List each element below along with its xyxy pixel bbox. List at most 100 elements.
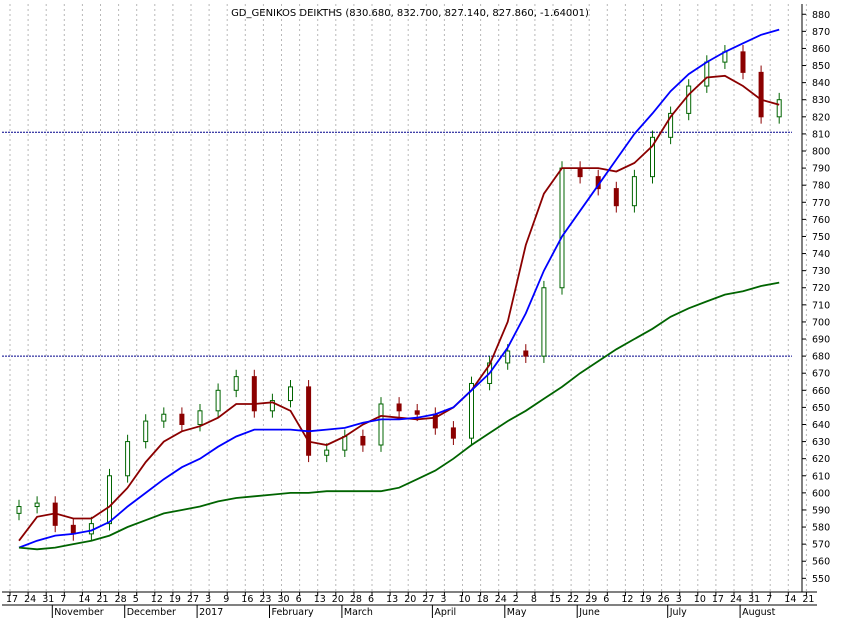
x-tick-label: 19 — [640, 594, 652, 605]
price-bar — [161, 413, 167, 422]
y-tick-label: 790 — [812, 164, 830, 175]
y-tick-label: 570 — [812, 540, 830, 551]
y-tick-label: 750 — [812, 232, 830, 243]
price-bar — [288, 386, 293, 402]
x-tick-label: 30 — [278, 594, 290, 605]
price-bar — [378, 403, 384, 446]
y-tick-label: 700 — [812, 317, 830, 328]
x-tick-label: 16 — [241, 594, 253, 605]
y-tick-label: 620 — [812, 454, 830, 465]
y-tick-label: 850 — [812, 61, 830, 72]
price-bar — [414, 410, 420, 415]
y-tick-label: 760 — [812, 215, 830, 226]
month-label: March — [344, 607, 373, 618]
y-tick-label: 560 — [812, 557, 830, 568]
x-tick-label: 12 — [621, 594, 633, 605]
price-bar — [360, 435, 366, 446]
x-tick-label: 7 — [60, 594, 66, 605]
month-label: November — [54, 607, 104, 618]
y-tick-label: 810 — [812, 129, 830, 140]
price-bar — [613, 188, 619, 207]
moving-averages — [18, 28, 780, 551]
price-bar — [668, 112, 674, 138]
x-tick-label: 19 — [169, 594, 181, 605]
x-tick-label: 31 — [42, 594, 54, 605]
y-tick-label: 610 — [812, 471, 830, 482]
y-tick-label: 640 — [812, 420, 830, 431]
x-tick-label: 28 — [350, 594, 362, 605]
x-tick-label: 5 — [133, 594, 139, 605]
month-label: August — [742, 607, 776, 618]
price-bar — [740, 51, 746, 73]
x-tick-label: 26 — [658, 594, 670, 605]
x-tick-label: 21 — [802, 594, 814, 605]
price-bar — [650, 136, 655, 178]
x-tick-label: 24 — [24, 594, 36, 605]
x-tick-label: 8 — [531, 594, 537, 605]
y-tick-label: 630 — [812, 437, 830, 448]
price-bar — [758, 71, 764, 118]
price-bar — [469, 382, 474, 439]
x-tick-label: 13 — [386, 594, 398, 605]
price-bar — [704, 61, 710, 87]
price-bar — [505, 350, 511, 364]
x-tick-label: 15 — [549, 594, 561, 605]
axes: 5505605705805906006106206306406506606706… — [2, 4, 830, 618]
y-tick-label: 840 — [812, 78, 830, 89]
x-tick-label: 27 — [422, 594, 434, 605]
y-tick-label: 670 — [812, 369, 830, 380]
x-tick-label: 28 — [115, 594, 127, 605]
x-tick-label: 6 — [603, 594, 609, 605]
x-tick-label: 6 — [368, 594, 374, 605]
x-tick-label: 6 — [296, 594, 302, 605]
y-tick-label: 820 — [812, 112, 830, 123]
y-tick-label: 580 — [812, 523, 830, 534]
y-tick-label: 870 — [812, 27, 830, 38]
price-bar — [197, 410, 203, 425]
x-tick-label: 21 — [97, 594, 109, 605]
x-tick-label: 23 — [259, 594, 271, 605]
price-bar — [541, 287, 547, 357]
x-tick-label: 31 — [748, 594, 760, 605]
y-tick-label: 600 — [812, 488, 830, 499]
x-tick-label: 24 — [495, 594, 507, 605]
x-tick-label: 3 — [440, 594, 446, 605]
y-tick-label: 590 — [812, 505, 830, 516]
price-bar — [233, 376, 239, 391]
price-bar — [523, 350, 529, 357]
y-tick-label: 880 — [812, 10, 830, 21]
y-tick-label: 740 — [812, 249, 830, 260]
price-bar — [107, 475, 112, 525]
x-tick-label: 29 — [585, 594, 597, 605]
price-bar — [776, 99, 782, 118]
price-bar — [70, 524, 76, 535]
price-bar — [179, 413, 185, 425]
x-tick-label: 18 — [477, 594, 489, 605]
y-tick-label: 690 — [812, 335, 830, 346]
price-bar — [251, 376, 257, 412]
y-tick-label: 800 — [812, 147, 830, 158]
month-label: December — [127, 607, 176, 618]
x-tick-label: 12 — [151, 594, 163, 605]
y-tick-label: 550 — [812, 574, 830, 585]
month-label: April — [434, 607, 456, 618]
x-tick-label: 27 — [187, 594, 199, 605]
ma-line-3 — [18, 281, 780, 551]
price-bar — [686, 85, 692, 114]
y-tick-label: 770 — [812, 198, 830, 209]
x-tick-label: 20 — [404, 594, 416, 605]
price-bar — [34, 502, 40, 508]
price-bar — [306, 386, 312, 456]
price-bar — [342, 435, 348, 451]
x-tick-label: 22 — [567, 594, 579, 605]
y-tick-label: 830 — [812, 95, 830, 106]
price-bars — [16, 45, 782, 541]
x-tick-label: 3 — [205, 594, 211, 605]
x-tick-label: 2 — [513, 594, 519, 605]
x-tick-label: 10 — [459, 594, 471, 605]
x-tick-label: 17 — [6, 594, 18, 605]
y-tick-label: 650 — [812, 403, 830, 414]
x-tick-label: 9 — [223, 594, 229, 605]
month-label: July — [669, 607, 687, 618]
